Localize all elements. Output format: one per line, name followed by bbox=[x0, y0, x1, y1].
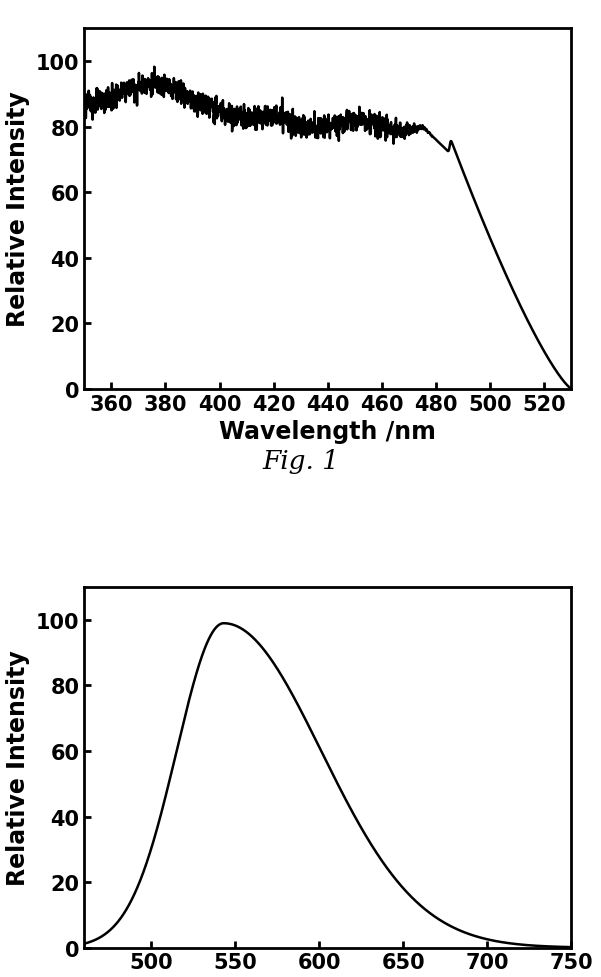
X-axis label: Wavelength /nm: Wavelength /nm bbox=[219, 420, 436, 444]
Y-axis label: Relative Intensity: Relative Intensity bbox=[6, 92, 30, 327]
Y-axis label: Relative Intensity: Relative Intensity bbox=[6, 650, 30, 885]
Text: Fig. 1: Fig. 1 bbox=[262, 448, 339, 473]
